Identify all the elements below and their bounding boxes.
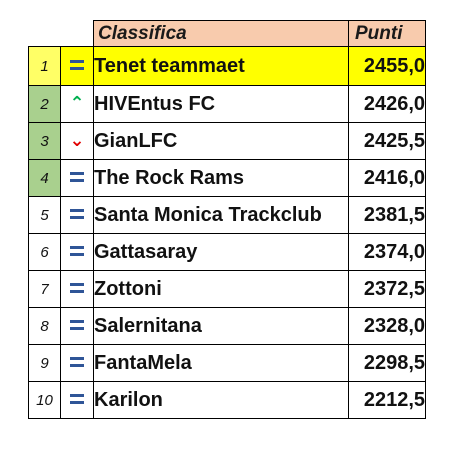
team-name: Tenet teammaet	[93, 46, 349, 86]
table-row: 5 Santa Monica Trackclub 2381,5	[28, 196, 426, 234]
team-name: Santa Monica Trackclub	[93, 196, 349, 234]
rank-cell: 6	[28, 233, 61, 271]
rank-cell: 5	[28, 196, 61, 234]
trend-cell: ⌄	[60, 122, 94, 160]
equal-icon	[70, 209, 84, 219]
team-name: FantaMela	[93, 344, 349, 382]
team-name: The Rock Rams	[93, 159, 349, 197]
header-row: Classifica Punti	[28, 20, 426, 47]
equal-icon	[70, 394, 84, 404]
trend-cell: ⌃	[60, 85, 94, 123]
team-name: Salernitana	[93, 307, 349, 345]
points-cell: 2372,5	[348, 270, 426, 308]
trend-cell	[60, 381, 94, 419]
arrow-down-icon: ⌄	[69, 130, 85, 150]
points-cell: 2416,0	[348, 159, 426, 197]
standings-table: Classifica Punti 1 Tenet teammaet 2455,0…	[28, 20, 426, 419]
team-name: Gattasaray	[93, 233, 349, 271]
header-classifica: Classifica	[93, 20, 349, 47]
team-name: Karilon	[93, 381, 349, 419]
arrow-up-icon: ⌃	[69, 93, 85, 113]
trend-cell	[60, 307, 94, 345]
points-cell: 2328,0	[348, 307, 426, 345]
table-row: 10 Karilon 2212,5	[28, 381, 426, 419]
rank-cell: 9	[28, 344, 61, 382]
equal-icon	[70, 172, 84, 182]
trend-cell	[60, 196, 94, 234]
rank-cell: 4	[28, 159, 61, 197]
rank-cell: 1	[28, 46, 61, 86]
trend-cell	[60, 159, 94, 197]
table-row: 9 FantaMela 2298,5	[28, 344, 426, 382]
header-blank-trend	[60, 20, 94, 47]
table-row: 7 Zottoni 2372,5	[28, 270, 426, 308]
points-cell: 2381,5	[348, 196, 426, 234]
equal-icon	[70, 60, 84, 70]
team-name: Zottoni	[93, 270, 349, 308]
table-row: 3 ⌄ GianLFC 2425,5	[28, 122, 426, 160]
table-row: 2 ⌃ HIVEntus FC 2426,0	[28, 85, 426, 123]
table-row: 4 The Rock Rams 2416,0	[28, 159, 426, 197]
team-name: HIVEntus FC	[93, 85, 349, 123]
trend-cell	[60, 46, 94, 86]
points-cell: 2298,5	[348, 344, 426, 382]
points-cell: 2425,5	[348, 122, 426, 160]
equal-icon	[70, 357, 84, 367]
table-row: 6 Gattasaray 2374,0	[28, 233, 426, 271]
rank-cell: 8	[28, 307, 61, 345]
equal-icon	[70, 320, 84, 330]
header-punti: Punti	[348, 20, 426, 47]
equal-icon	[70, 246, 84, 256]
table-row: 1 Tenet teammaet 2455,0	[28, 46, 426, 86]
points-cell: 2455,0	[348, 46, 426, 86]
trend-cell	[60, 270, 94, 308]
points-cell: 2212,5	[348, 381, 426, 419]
team-name: GianLFC	[93, 122, 349, 160]
table-row: 8 Salernitana 2328,0	[28, 307, 426, 345]
rank-cell: 10	[28, 381, 61, 419]
equal-icon	[70, 283, 84, 293]
trend-cell	[60, 344, 94, 382]
rank-cell: 3	[28, 122, 61, 160]
rank-cell: 2	[28, 85, 61, 123]
rank-cell: 7	[28, 270, 61, 308]
header-blank-rank	[28, 20, 61, 47]
points-cell: 2374,0	[348, 233, 426, 271]
points-cell: 2426,0	[348, 85, 426, 123]
trend-cell	[60, 233, 94, 271]
